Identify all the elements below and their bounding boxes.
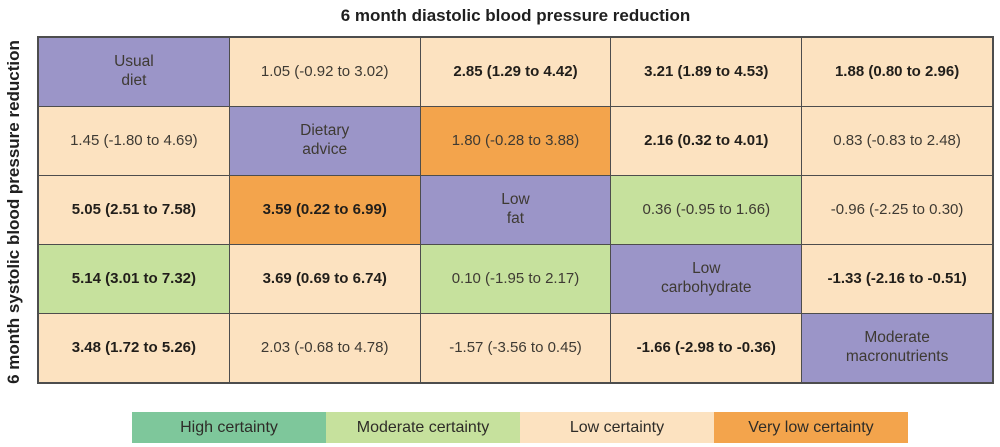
estimate-cell: -1.57 (-3.56 to 0.45) — [420, 314, 611, 382]
estimate-cell: -1.33 (-2.16 to -0.51) — [802, 245, 992, 313]
diet-cell: Usual diet — [39, 38, 229, 106]
legend-item-moderate: Moderate certainty — [326, 412, 520, 443]
diet-cell: Dietary advice — [229, 107, 420, 175]
estimate-cell: 2.85 (1.29 to 4.42) — [420, 38, 611, 106]
legend-item-low: Low certainty — [520, 412, 714, 443]
legend: High certainty Moderate certainty Low cert… — [132, 412, 908, 443]
estimate-cell: 0.10 (-1.95 to 2.17) — [420, 245, 611, 313]
estimate-cell: 0.36 (-0.95 to 1.66) — [611, 176, 802, 244]
estimate-cell: 5.05 (2.51 to 7.58) — [39, 176, 229, 244]
league-table: Usual diet 1.05 (-0.92 to 3.02) 2.85 (1.29… — [37, 36, 994, 384]
estimate-cell: 1.88 (0.80 to 2.96) — [802, 38, 992, 106]
estimate-cell: 1.05 (-0.92 to 3.02) — [229, 38, 420, 106]
estimate-cell: -0.96 (-2.25 to 0.30) — [802, 176, 992, 244]
diet-cell: Moderate macronutrients — [802, 314, 992, 382]
diet-cell: Low fat — [420, 176, 611, 244]
chart-title: 6 month diastolic blood pressure reducti… — [340, 6, 691, 25]
estimate-cell: 3.59 (0.22 to 6.99) — [229, 176, 420, 244]
diet-cell: Low carbohydrate — [611, 245, 802, 313]
estimate-cell: 2.03 (-0.68 to 4.78) — [229, 314, 420, 382]
legend-item-very_low: Very low certainty — [714, 412, 908, 443]
estimate-cell: 1.45 (-1.80 to 4.69) — [39, 107, 229, 175]
legend-item-high: High certainty — [132, 412, 326, 443]
estimate-cell: 2.16 (0.32 to 4.01) — [611, 107, 802, 175]
estimate-cell: -1.66 (-2.98 to -0.36) — [611, 314, 802, 382]
estimate-cell: 0.83 (-0.83 to 2.48) — [802, 107, 992, 175]
estimate-cell: 3.69 (0.69 to 6.74) — [229, 245, 420, 313]
estimate-cell: 5.14 (3.01 to 7.32) — [39, 245, 229, 313]
estimate-cell: 3.21 (1.89 to 4.53) — [611, 38, 802, 106]
estimate-cell: 3.48 (1.72 to 5.26) — [39, 314, 229, 382]
y-axis-label: 6 month systolic blood pressure reductio… — [4, 40, 23, 384]
estimate-cell: 1.80 (-0.28 to 3.88) — [420, 107, 611, 175]
